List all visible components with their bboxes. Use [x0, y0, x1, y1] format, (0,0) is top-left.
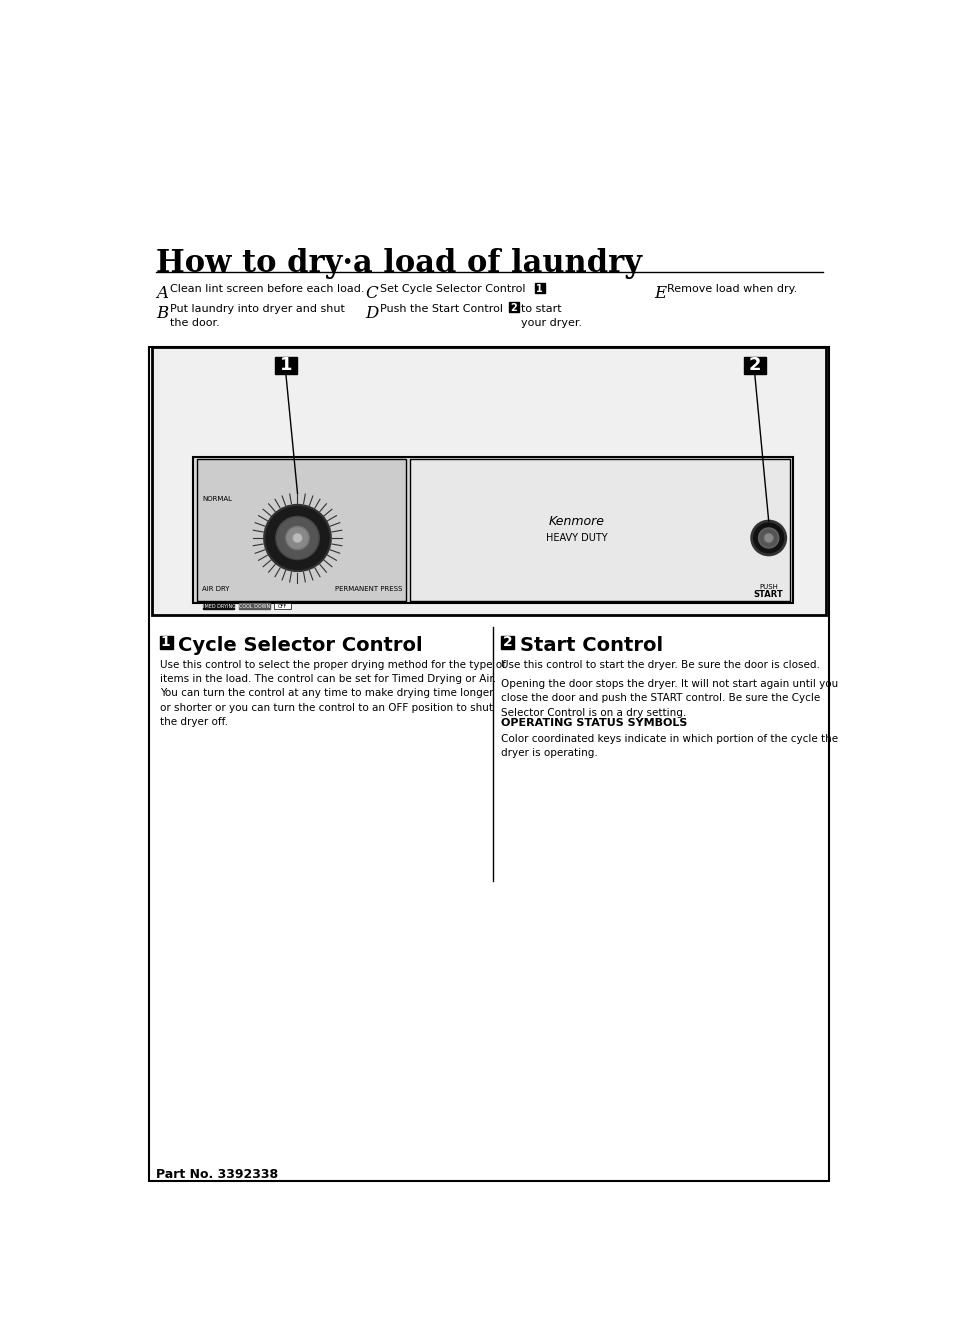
Bar	[203, 604, 233, 609]
Text: PUSH: PUSH	[759, 584, 778, 590]
Text: E: E	[654, 285, 665, 303]
Text: Set Cycle Selector Control: Set Cycle Selector Control	[379, 284, 524, 293]
Bar	[743, 358, 765, 374]
Circle shape	[264, 505, 331, 572]
Text: 1: 1	[279, 356, 292, 375]
Text: to start
your dryer.: to start your dryer.	[521, 304, 582, 328]
Text: TIMED DRYING: TIMED DRYING	[200, 604, 236, 609]
Text: A: A	[156, 285, 169, 303]
Text: Cycle Selector Control: Cycle Selector Control	[178, 636, 422, 655]
Text: Put laundry into dryer and shut
the door.: Put laundry into dryer and shut the door…	[170, 304, 344, 328]
Text: NORMAL: NORMAL	[202, 495, 232, 502]
Text: 2: 2	[748, 356, 760, 375]
Text: Kenmore: Kenmore	[548, 514, 604, 528]
Text: Part No. 3392338: Part No. 3392338	[156, 1168, 278, 1181]
Bar	[193, 457, 793, 604]
Circle shape	[751, 521, 785, 554]
Text: 1: 1	[536, 284, 542, 293]
Text: B: B	[156, 305, 169, 323]
Text: Color coordinated keys indicate in which portion of the cycle the
dryer is opera: Color coordinated keys indicate in which…	[500, 734, 838, 758]
Bar	[509, 303, 518, 312]
Bar	[274, 358, 296, 374]
Text: Use this control to start the dryer. Be sure the door is closed.: Use this control to start the dryer. Be …	[500, 660, 820, 670]
Text: OFF: OFF	[278, 604, 287, 609]
Text: Remove load when dry.: Remove load when dry.	[666, 284, 797, 293]
Text: COOL DOWN: COOL DOWN	[239, 604, 271, 609]
Circle shape	[293, 533, 302, 542]
Bar	[534, 283, 544, 293]
Text: 1: 1	[161, 635, 171, 649]
Text: Push the Start Control: Push the Start Control	[379, 304, 502, 313]
Bar	[500, 636, 514, 649]
Text: HEAVY DUTY: HEAVY DUTY	[545, 533, 607, 544]
Circle shape	[286, 526, 309, 549]
Circle shape	[758, 528, 778, 548]
Text: 2: 2	[502, 635, 512, 649]
Bar	[152, 347, 825, 615]
Bar	[149, 347, 828, 1181]
Text: START: START	[753, 590, 782, 600]
Text: AIR DRY: AIR DRY	[202, 586, 230, 592]
Bar	[410, 459, 789, 601]
Text: Start Control: Start Control	[519, 636, 662, 655]
Text: 2: 2	[510, 303, 517, 313]
Text: PERMANENT PRESS: PERMANENT PRESS	[335, 586, 402, 592]
Text: How to dry·a load of laundry: How to dry·a load of laundry	[156, 248, 641, 279]
Bar	[239, 604, 270, 609]
Bar	[274, 604, 291, 609]
Text: Clean lint screen before each load.: Clean lint screen before each load.	[170, 284, 364, 293]
Bar	[159, 636, 172, 649]
Text: Opening the door stops the dryer. It will not start again until you
close the do: Opening the door stops the dryer. It wil…	[500, 679, 838, 718]
Circle shape	[275, 517, 319, 560]
Text: OPERATING STATUS SYMBOLS: OPERATING STATUS SYMBOLS	[500, 718, 687, 728]
Text: Use this control to select the proper drying method for the type of
items in the: Use this control to select the proper dr…	[159, 660, 505, 727]
Circle shape	[763, 533, 773, 542]
Text: C: C	[365, 285, 378, 303]
Text: D: D	[365, 305, 378, 323]
Bar	[196, 459, 406, 601]
